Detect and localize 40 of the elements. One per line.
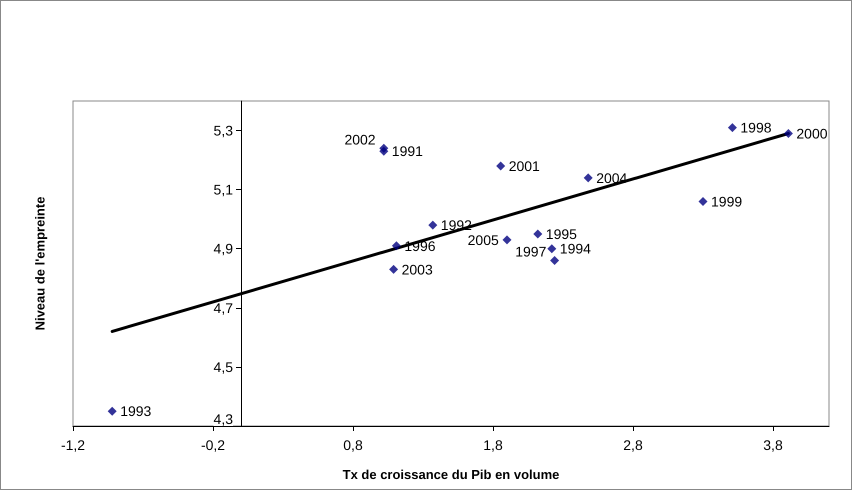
- y-tick-label: 4,3: [214, 411, 234, 427]
- point: [108, 406, 117, 416]
- point: [379, 144, 388, 153]
- point: [784, 129, 793, 138]
- point: [389, 264, 398, 274]
- y-tick-label: 5,3: [214, 122, 234, 139]
- x-tick-label: 0,8: [343, 437, 363, 453]
- annotation: 1991: [392, 143, 424, 160]
- point: [584, 173, 593, 182]
- x-tick-label: -0,2: [200, 437, 226, 453]
- annotation: 2003: [402, 261, 433, 278]
- x-tick-label: 2,8: [623, 437, 643, 453]
- point: [496, 162, 506, 170]
- x-tick-label: -1,2: [60, 437, 86, 453]
- y-tick-label: 4,5: [214, 358, 234, 375]
- x-tick-label: 3,8: [763, 437, 783, 453]
- y-tick-label: 5,1: [214, 182, 234, 198]
- annotation: 1994: [560, 240, 592, 257]
- annotation: 1995: [546, 226, 578, 242]
- annotation: 2005: [468, 232, 499, 248]
- annotation: 1999: [711, 193, 742, 210]
- point: [533, 229, 542, 238]
- y-tick-label: 4,9: [214, 240, 234, 257]
- annotation: 1993: [120, 403, 152, 420]
- point: [547, 244, 556, 254]
- x-tick-label: 1,8: [483, 437, 503, 453]
- annotation: 1998: [740, 120, 772, 136]
- y-axis-title: Niveau de l'empreinte: [32, 196, 48, 330]
- annotation: 2000: [796, 126, 828, 142]
- annotation: 2001: [508, 158, 540, 174]
- point: [428, 220, 438, 230]
- annotation: 2002: [344, 131, 376, 148]
- annotation: 1997: [515, 244, 547, 260]
- point: [392, 241, 401, 250]
- point: [728, 123, 737, 132]
- point: [502, 235, 512, 244]
- y-tick-label: 4,7: [214, 300, 234, 316]
- point: [550, 256, 560, 266]
- point: [698, 196, 708, 206]
- x-axis-title: Tx de croissance du Pib en volume: [342, 467, 560, 482]
